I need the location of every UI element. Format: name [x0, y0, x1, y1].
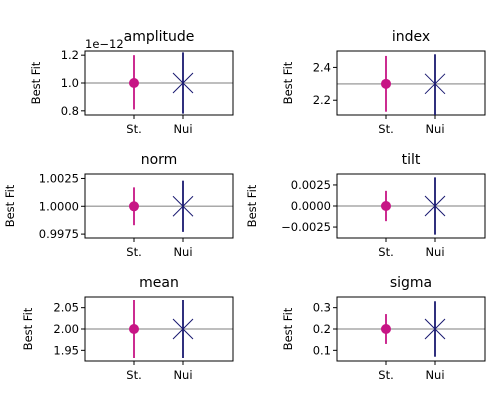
x-tick-label: St.	[126, 245, 141, 259]
x-tick-label: Nui	[425, 122, 444, 136]
x-tick-label: Nui	[425, 368, 444, 382]
x-tick-label: Nui	[173, 245, 192, 259]
point-nuisance	[172, 318, 194, 340]
y-tick-label: 1.0	[61, 76, 79, 90]
y-axis-label: Best Fit	[245, 184, 259, 227]
point-standard	[381, 201, 391, 211]
y-tick-label: 0.1	[313, 343, 331, 357]
subplot-title: index	[392, 29, 430, 45]
point-nuisance	[424, 73, 446, 95]
y-tick-label: 1.2	[61, 48, 79, 62]
point-nuisance	[424, 318, 446, 340]
subplot-title: amplitude	[124, 29, 195, 45]
axes-frame	[336, 50, 486, 116]
point-nuisance	[172, 72, 194, 94]
y-tick-label: 2.00	[53, 322, 79, 336]
y-axis-label: Best Fit	[29, 61, 43, 104]
y-axis-label: Best Fit	[21, 307, 35, 350]
point-standard	[381, 78, 391, 89]
subplot-title: tilt	[402, 152, 421, 168]
y-tick-label: 0.2	[313, 322, 331, 336]
x-tick-label: Nui	[173, 122, 192, 136]
point-nuisance	[172, 195, 194, 217]
x-tick-label: St.	[378, 245, 393, 259]
subplot-tilt: tilt 0.0025 0.0000 −0.0025 St. Nui Best Fit	[245, 152, 486, 259]
point-standard	[129, 201, 139, 212]
y-tick-label: 2.4	[313, 60, 331, 74]
x-tick-label: Nui	[425, 245, 444, 259]
subplot-title: norm	[141, 152, 178, 168]
y-tick-label: 2.2	[313, 93, 331, 107]
axis-offset-label: 1e−12	[85, 37, 124, 51]
y-tick-label: 0.0025	[291, 178, 331, 192]
y-tick-label: 0.9975	[39, 227, 79, 241]
subplot-title: sigma	[390, 275, 432, 291]
y-tick-label: 0.8	[61, 104, 79, 118]
point-standard	[129, 78, 139, 88]
subplot-mean: mean 1.95 2.00 2.05 St. Nui Best Fit	[21, 275, 234, 382]
subplot-index: index 2.2 2.4 St. Nui Best Fit	[281, 29, 486, 136]
y-tick-label: 2.05	[53, 301, 79, 315]
y-tick-label: 1.0025	[39, 171, 79, 185]
y-axis-label: Best Fit	[281, 307, 295, 350]
y-axis-label: Best Fit	[3, 184, 17, 227]
y-tick-label: 1.0000	[39, 199, 79, 213]
subplot-norm: norm 0.9975 1.0000 1.0025 St. Nui Best Fit	[3, 152, 234, 259]
point-standard	[381, 324, 391, 334]
y-tick-label: 0.0000	[291, 199, 331, 213]
subplot-title: mean	[139, 275, 179, 291]
y-axis-label: Best Fit	[281, 61, 295, 104]
y-tick-label: 1.95	[53, 343, 79, 357]
x-tick-label: St.	[378, 122, 393, 136]
y-tick-label: −0.0025	[281, 220, 331, 234]
x-tick-label: St.	[378, 368, 393, 382]
point-nuisance	[424, 195, 446, 217]
x-tick-label: St.	[126, 122, 141, 136]
subplot-sigma: sigma 0.1 0.2 0.3 St. Nui Best Fit	[281, 275, 486, 382]
x-tick-label: Nui	[173, 368, 192, 382]
x-tick-label: St.	[126, 368, 141, 382]
point-standard	[129, 324, 139, 334]
y-tick-label: 0.3	[313, 301, 331, 315]
